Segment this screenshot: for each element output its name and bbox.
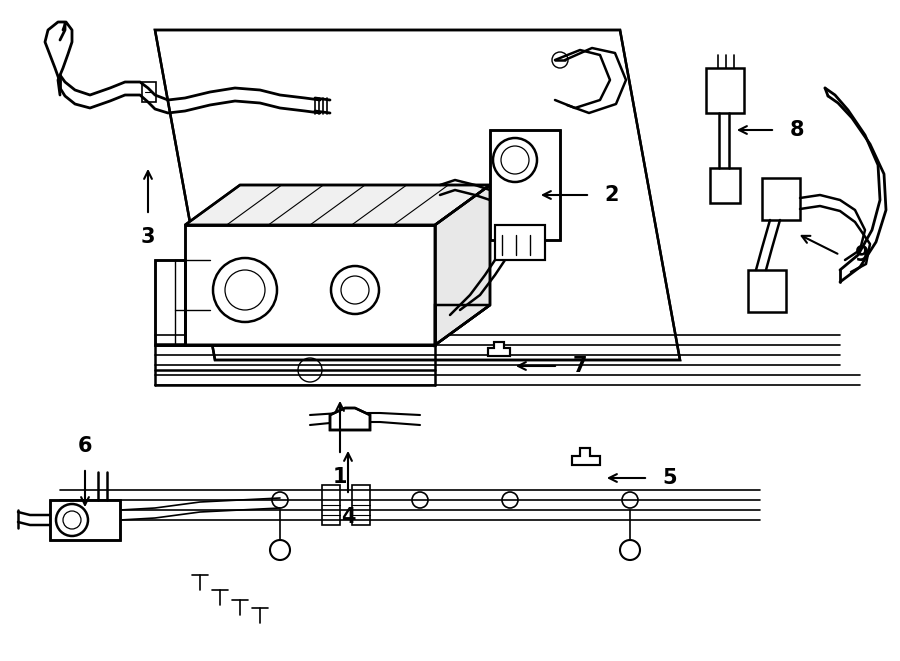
- Bar: [748, 270, 786, 312]
- Text: 5: 5: [662, 468, 678, 488]
- Polygon shape: [50, 500, 120, 540]
- Polygon shape: [155, 30, 680, 360]
- Polygon shape: [155, 305, 490, 345]
- Bar: [710, 168, 740, 203]
- Polygon shape: [435, 185, 490, 345]
- Bar: [352, 485, 370, 525]
- Polygon shape: [490, 130, 560, 240]
- Text: 7: 7: [572, 356, 587, 376]
- Polygon shape: [572, 448, 600, 465]
- Polygon shape: [495, 225, 545, 260]
- Bar: [322, 485, 340, 525]
- Text: 2: 2: [605, 185, 619, 205]
- Text: 4: 4: [341, 507, 356, 527]
- Polygon shape: [185, 185, 490, 225]
- Text: 3: 3: [140, 227, 155, 247]
- Polygon shape: [330, 408, 370, 430]
- Polygon shape: [488, 342, 510, 356]
- Bar: [142, 82, 156, 102]
- Polygon shape: [185, 225, 435, 345]
- Bar: [762, 178, 800, 220]
- Text: 8: 8: [790, 120, 805, 140]
- Polygon shape: [155, 260, 185, 345]
- Text: 6: 6: [77, 436, 92, 456]
- Bar: [706, 68, 744, 113]
- Text: 1: 1: [333, 467, 347, 487]
- Text: 9: 9: [855, 245, 869, 265]
